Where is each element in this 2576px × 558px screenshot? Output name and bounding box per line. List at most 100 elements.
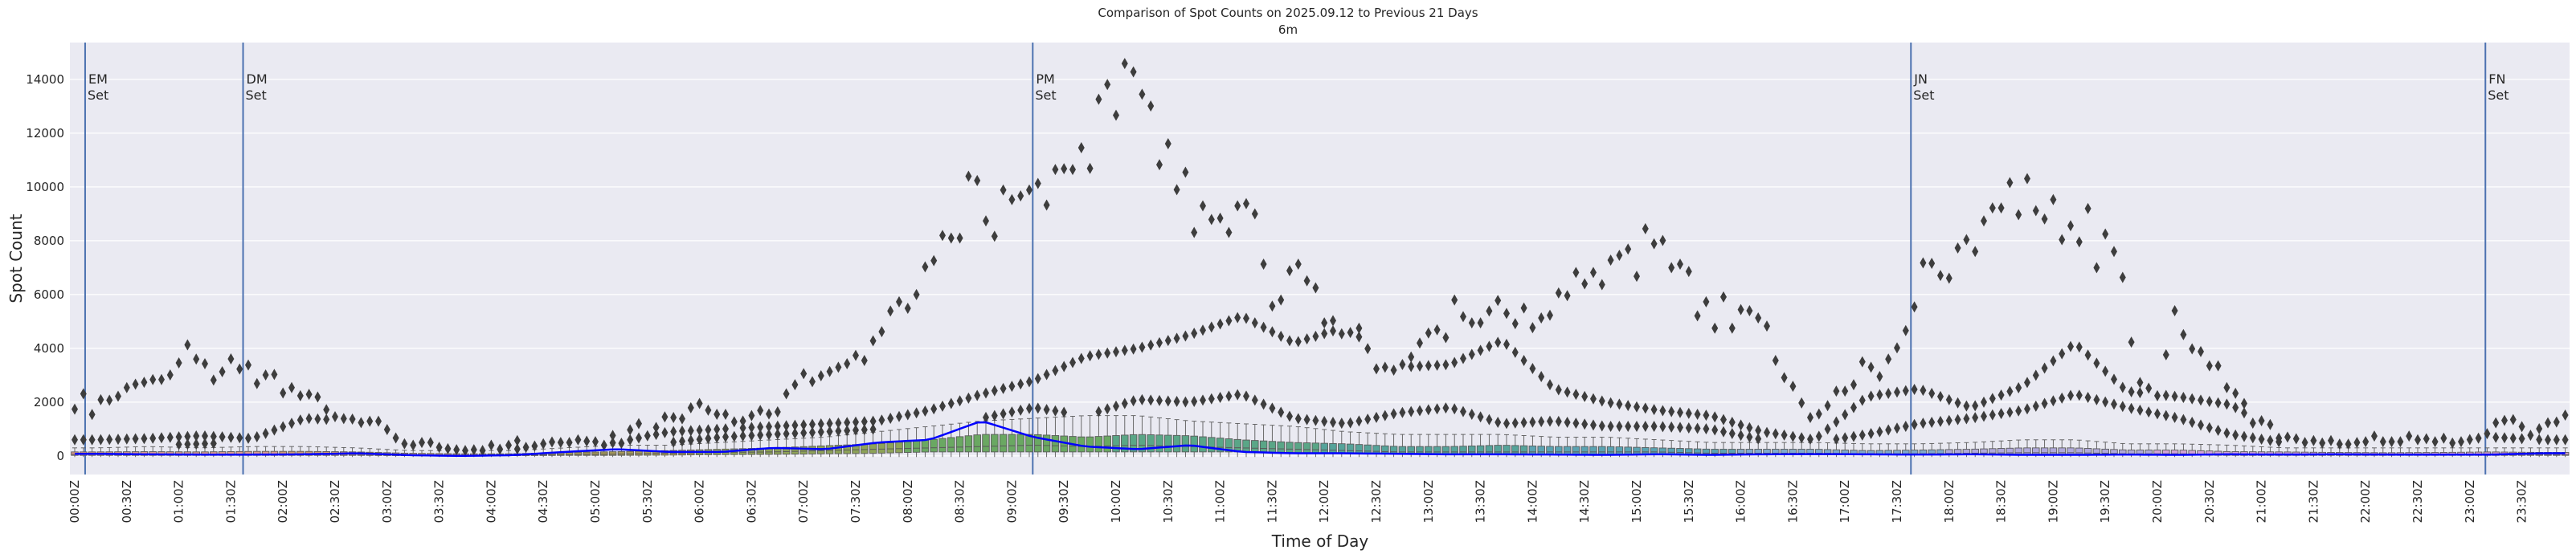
outlier-mid <box>930 403 938 415</box>
outlier-low <box>835 425 842 437</box>
outlier-mid <box>1000 382 1007 394</box>
outlier-mid <box>714 423 721 435</box>
outlier-top <box>583 435 591 447</box>
outlier-top <box>2527 430 2534 442</box>
box <box>1311 442 1320 454</box>
outlier-low <box>175 438 182 450</box>
y-tick-label: 6000 <box>34 287 64 302</box>
x-tick-label: 10:00Z <box>1109 480 1123 523</box>
outlier-low <box>1156 394 1163 406</box>
outlier-low <box>1911 418 1918 430</box>
outlier-mid <box>2562 434 2569 446</box>
outlier-top <box>1286 265 1293 277</box>
box <box>1459 446 1467 454</box>
outlier-mid <box>1034 373 1041 385</box>
box <box>626 450 634 456</box>
box <box>1216 438 1225 453</box>
outlier-top <box>1191 226 1198 238</box>
outlier-low <box>757 429 764 441</box>
outlier-low <box>1216 392 1224 404</box>
box <box>1346 443 1355 454</box>
box <box>1468 446 1476 454</box>
outlier-top <box>505 439 512 451</box>
outlier-low <box>1200 394 1206 406</box>
outlier-low <box>1381 409 1388 422</box>
outlier-low <box>1685 422 1692 434</box>
outlier-top <box>88 409 96 421</box>
outlier-mid <box>175 431 182 443</box>
box <box>2067 447 2075 455</box>
outlier-low <box>184 438 191 450</box>
outlier-low <box>1095 405 1102 417</box>
box <box>1259 440 1268 454</box>
outlier-mid <box>991 385 998 397</box>
box <box>964 435 973 453</box>
outlier-mid <box>922 405 929 417</box>
outlier-low <box>1433 403 1441 415</box>
outlier-mid <box>1121 344 1128 356</box>
outlier-top <box>1503 308 1510 320</box>
outlier-top <box>2431 436 2439 448</box>
outlier-top <box>141 377 148 389</box>
outlier-mid <box>2119 381 2126 393</box>
outlier-top <box>1728 322 1736 334</box>
box <box>1172 434 1181 453</box>
outlier-top <box>1529 322 1536 334</box>
outlier-low <box>1564 417 1571 429</box>
box <box>1042 434 1051 453</box>
outlier-low <box>1442 402 1450 414</box>
x-tick-label: 09:30Z <box>1057 480 1071 523</box>
box <box>921 439 930 453</box>
outlier-mid <box>1911 383 1918 395</box>
outlier-top <box>2075 236 2083 248</box>
outlier-mid <box>627 434 634 446</box>
outlier-top <box>1026 184 1032 196</box>
outlier-top <box>974 174 981 186</box>
outlier-top <box>1981 215 1987 227</box>
outlier-top <box>1052 164 1059 176</box>
y-tick-label: 12000 <box>26 126 64 141</box>
outlier-low <box>1477 411 1484 423</box>
outlier-low <box>1867 427 1875 439</box>
outlier-top <box>861 354 868 366</box>
box <box>1181 435 1190 453</box>
x-tick-label: 01:30Z <box>223 480 238 523</box>
outlier-mid <box>1130 343 1137 355</box>
marker-sublabel: Set <box>1035 88 1056 103</box>
outlier-mid <box>791 419 799 431</box>
outlier-mid <box>2545 434 2551 446</box>
box <box>1633 446 1641 455</box>
outlier-low <box>1937 415 1944 427</box>
outlier-top <box>2284 431 2291 443</box>
outlier-mid <box>1789 430 1797 442</box>
outlier-top <box>2015 209 2022 221</box>
outlier-top <box>2206 360 2213 372</box>
outlier-top <box>661 411 669 423</box>
outlier-mid <box>1547 379 1553 391</box>
outlier-mid <box>1312 330 1319 342</box>
outlier-low <box>1581 418 1589 430</box>
outlier-low <box>1173 396 1180 408</box>
box <box>1129 434 1138 453</box>
outlier-top <box>1867 361 1875 373</box>
outlier-top <box>2128 336 2135 348</box>
outlier-top <box>1008 193 1016 206</box>
outlier-top <box>600 439 607 451</box>
x-tick-label: 05:00Z <box>588 480 603 523</box>
x-tick-label: 00:30Z <box>120 480 134 523</box>
outlier-low <box>774 428 781 440</box>
x-tick-label: 06:00Z <box>693 480 707 523</box>
outlier-mid <box>1529 363 1536 375</box>
outlier-low <box>2171 411 2178 423</box>
outlier-top <box>2102 228 2109 240</box>
outlier-top <box>2562 409 2569 421</box>
outlier-low <box>2111 398 2117 410</box>
outlier-mid <box>97 434 104 446</box>
outlier-top <box>1417 337 1423 349</box>
outlier-top <box>2336 438 2343 450</box>
outlier-top <box>1972 246 1979 258</box>
outlier-mid <box>262 427 269 439</box>
outlier-mid <box>1104 347 1111 359</box>
box <box>869 443 877 454</box>
